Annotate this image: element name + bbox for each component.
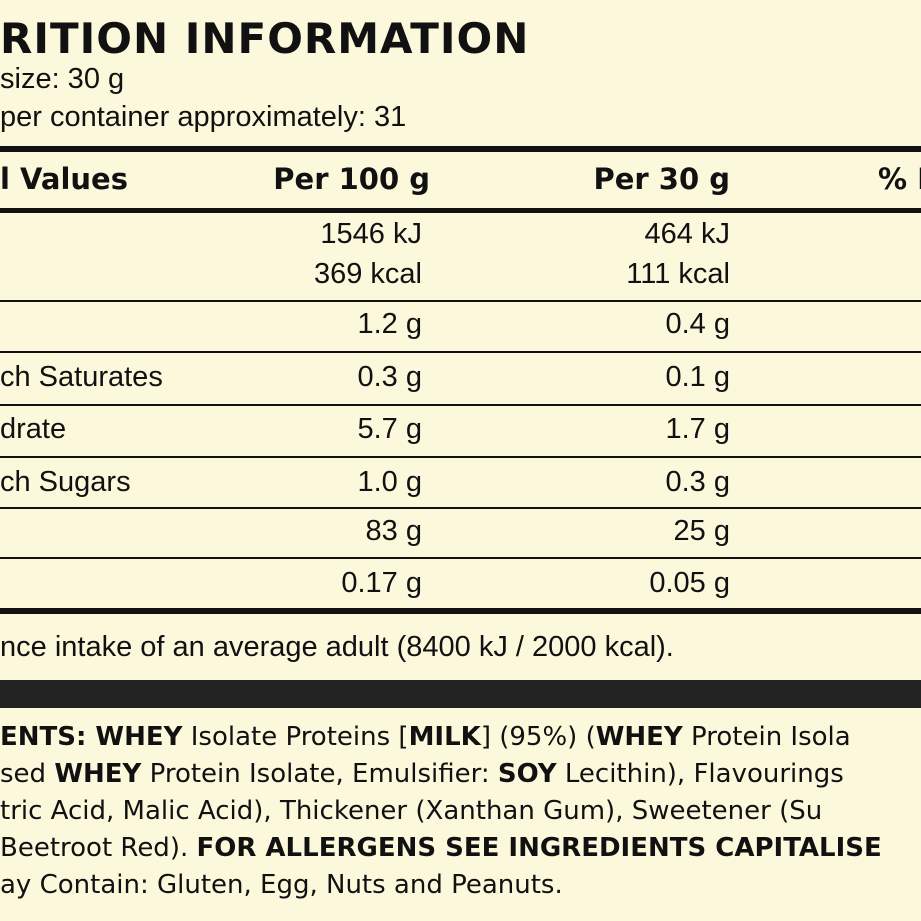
footnote: nce intake of an average adult (8400 kJ …: [0, 631, 674, 663]
row-label: ch Saturates: [0, 361, 163, 393]
ingredients-line: Beetroot Red). FOR ALLERGENS SEE INGREDI…: [0, 835, 882, 861]
servings-per-container: per container approximately: 31: [0, 101, 407, 133]
rule: [0, 146, 921, 152]
per-100g: 0.17 g: [341, 567, 422, 599]
ingredients-line: ENTS: WHEY Isolate Proteins [MILK] (95%)…: [0, 724, 851, 750]
ingredients-text: sed: [0, 759, 55, 789]
ingredients-text: Isolate Proteins [: [182, 722, 409, 752]
row-divider: [0, 507, 921, 509]
row-label: drate: [0, 413, 67, 445]
ingredients-text: SOY: [497, 759, 557, 789]
per-100g: 1546 kJ: [320, 218, 422, 250]
ingredients-text: WHEY: [54, 759, 142, 789]
ingredients-text: ENTS: WHEY: [0, 722, 183, 752]
ingredients-text: ] (95%) (: [480, 722, 596, 752]
row-divider: [0, 351, 921, 353]
per-30g: 464 kJ: [644, 218, 730, 250]
per-30g: 0.4 g: [665, 308, 731, 340]
ingredients-line: tric Acid, Malic Acid), Thickener (Xanth…: [0, 798, 822, 824]
band: [0, 680, 921, 708]
ingredients-text: tric Acid, Malic Acid), Thickener (Xanth…: [0, 796, 823, 826]
ingredients-text: Lecithin), Flavourings: [556, 759, 844, 789]
per-30g: 1.7 g: [665, 413, 731, 445]
per-30g: 25 g: [673, 515, 730, 547]
ingredients-text: MILK: [408, 722, 481, 752]
ingredients-text: ay Contain: Gluten, Egg, Nuts and Peanut…: [0, 870, 563, 900]
ingredients-text: WHEY: [595, 722, 683, 752]
per-100g: 1.2 g: [357, 308, 423, 340]
per-100g: 369 kcal: [313, 258, 422, 290]
ingredients-text: Beetroot Red).: [0, 833, 197, 863]
per-30g: 0.1 g: [665, 361, 731, 393]
column-header: Per 100 g: [273, 162, 430, 196]
per-100g: 0.3 g: [357, 361, 423, 393]
title: RITION INFORMATION: [0, 14, 530, 63]
per-100g: 1.0 g: [357, 466, 423, 498]
column-header: Per 30 g: [593, 162, 730, 196]
column-header: l Values: [0, 162, 128, 196]
row-divider: [0, 404, 921, 406]
row-divider: [0, 557, 921, 559]
column-header: % I: [878, 162, 921, 196]
per-100g: 5.7 g: [357, 413, 423, 445]
row-divider: [0, 456, 921, 458]
rule: [0, 208, 921, 213]
ingredients-text: Protein Isola: [682, 722, 851, 752]
row-label: ch Sugars: [0, 466, 131, 498]
per-100g: 83 g: [365, 515, 422, 547]
per-30g: 111 kcal: [626, 258, 730, 290]
ingredients-text: Protein Isolate, Emulsifier:: [141, 759, 498, 789]
row-divider: [0, 300, 921, 302]
rule: [0, 608, 921, 614]
per-30g: 0.05 g: [649, 567, 730, 599]
ingredients-line: sed WHEY Protein Isolate, Emulsifier: SO…: [0, 761, 844, 787]
ingredients-text: FOR ALLERGENS SEE INGREDIENTS CAPITALISE: [196, 833, 882, 863]
ingredients-line: ay Contain: Gluten, Egg, Nuts and Peanut…: [0, 872, 563, 898]
serving-size: size: 30 g: [0, 63, 125, 95]
per-30g: 0.3 g: [665, 466, 731, 498]
